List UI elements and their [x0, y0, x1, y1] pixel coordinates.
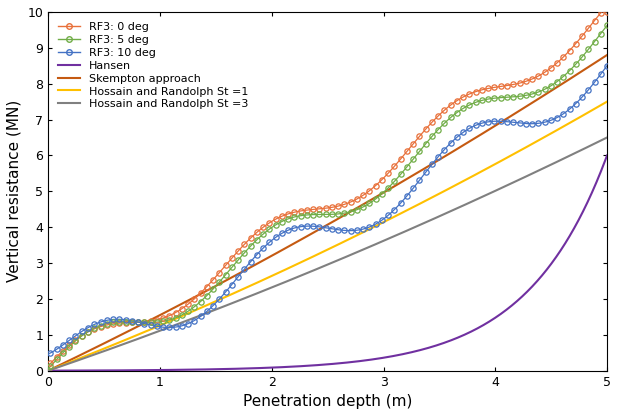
Y-axis label: Vertical resistance (MN): Vertical resistance (MN)	[7, 100, 22, 282]
X-axis label: Penetration depth (m): Penetration depth (m)	[243, 394, 412, 409]
Legend: RF3: 0 deg, RF3: 5 deg, RF3: 10 deg, Hansen, Skempton approach, Hossain and Rand: RF3: 0 deg, RF3: 5 deg, RF3: 10 deg, Han…	[54, 17, 253, 114]
